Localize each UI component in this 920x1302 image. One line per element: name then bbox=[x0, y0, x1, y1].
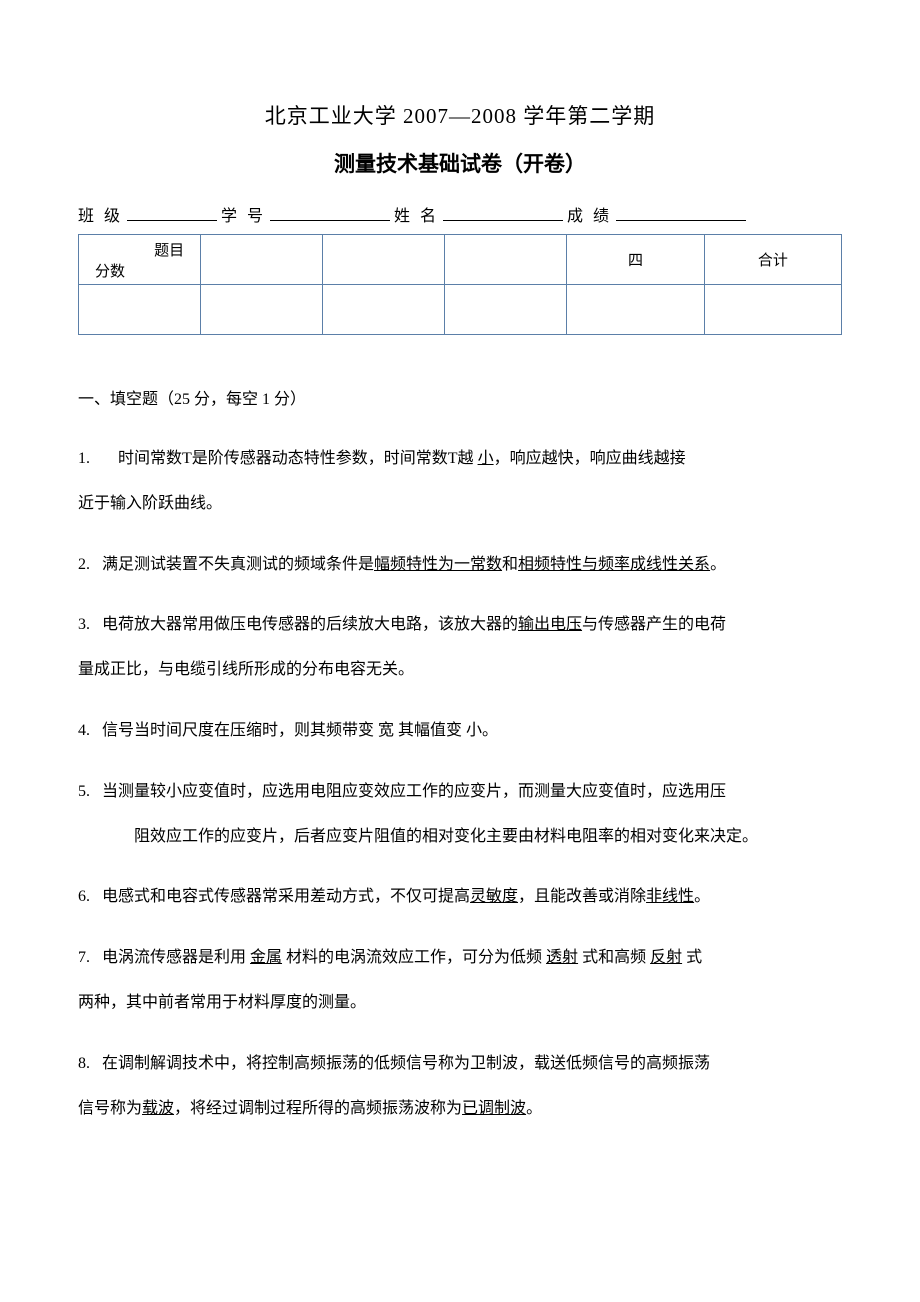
class-blank bbox=[127, 203, 217, 221]
question-1: 1. 时间常数T是阶传感器动态特性参数，时间常数T越 小，响应越快，响应曲线越接… bbox=[78, 437, 842, 527]
table-cell bbox=[323, 285, 445, 335]
id-blank bbox=[270, 203, 390, 221]
section-1-heading: 一、填空题（25 分，每空 1 分） bbox=[78, 385, 842, 409]
question-6: 6. 电感式和电容式传感器常采用差动方式，不仅可提高灵敏度，且能改善或消除非线性… bbox=[78, 875, 842, 920]
page-title-2: 测量技术基础试卷（开卷） bbox=[78, 148, 842, 178]
table-header-subject: 题目 分数 bbox=[79, 235, 201, 285]
score-label: 成 绩 bbox=[567, 202, 612, 226]
class-label: 班 级 bbox=[78, 202, 123, 226]
question-7: 7. 电涡流传感器是利用 金属 材料的电涡流效应工作，可分为低频 透射 式和高频… bbox=[78, 936, 842, 1026]
name-label: 姓 名 bbox=[394, 202, 439, 226]
table-header-total: 合计 bbox=[704, 235, 841, 285]
table-cell bbox=[323, 235, 445, 285]
score-table: 题目 分数 四 合计 bbox=[78, 234, 842, 335]
page-title-1: 北京工业大学 2007—2008 学年第二学期 bbox=[78, 100, 842, 130]
name-blank bbox=[443, 203, 563, 221]
question-3: 3. 电荷放大器常用做压电传感器的后续放大电路，该放大器的输出电压与传感器产生的… bbox=[78, 603, 842, 693]
table-cell bbox=[79, 285, 201, 335]
table-cell bbox=[201, 285, 323, 335]
question-4: 4. 信号当时间尺度在压缩时，则其频带变 宽 其幅值变 小。 bbox=[78, 709, 842, 754]
student-info-row: 班 级 学 号 姓 名 成 绩 bbox=[78, 202, 842, 226]
question-2: 2. 满足测试装置不失真测试的频域条件是幅频特性为一常数和相频特性与频率成线性关… bbox=[78, 543, 842, 588]
question-5: 5. 当测量较小应变值时，应选用电阻应变效应工作的应变片，而测量大应变值时，应选… bbox=[78, 770, 842, 860]
table-cell bbox=[567, 285, 704, 335]
table-cell bbox=[445, 235, 567, 285]
question-8: 8. 在调制解调技术中，将控制高频振荡的低频信号称为卫制波，载送低频信号的高频振… bbox=[78, 1042, 842, 1132]
table-cell bbox=[201, 235, 323, 285]
table-cell bbox=[445, 285, 567, 335]
id-label: 学 号 bbox=[221, 202, 266, 226]
score-blank bbox=[616, 203, 746, 221]
table-cell bbox=[704, 285, 841, 335]
table-header-four: 四 bbox=[567, 235, 704, 285]
